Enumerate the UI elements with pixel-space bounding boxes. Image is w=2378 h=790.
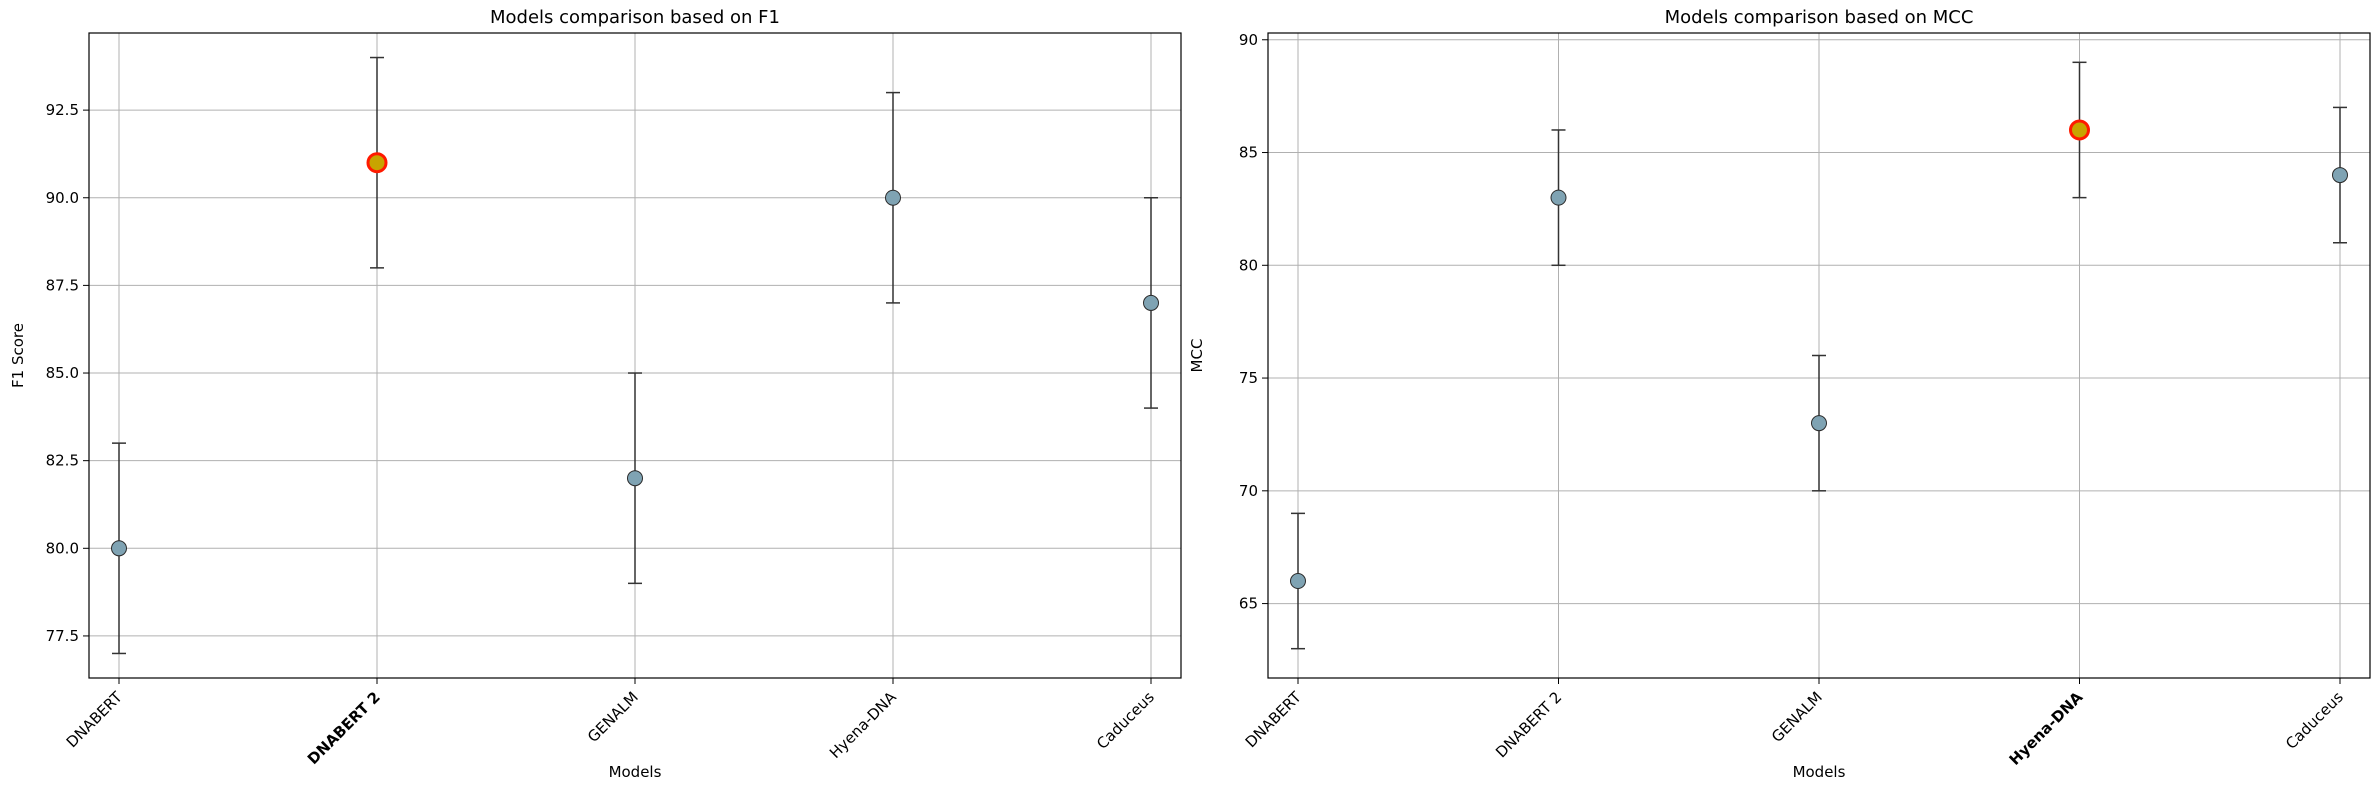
chart-title: Models comparison based on F1	[490, 7, 780, 28]
x-axis-label: Models	[609, 763, 662, 781]
y-axis-label: MCC	[1188, 339, 1206, 373]
data-point	[627, 470, 643, 487]
y-tick-label: 77.5	[46, 627, 79, 645]
y-tick-label: 70	[1239, 482, 1258, 500]
y-tick-label: 92.5	[46, 101, 79, 119]
y-tick-label: 65	[1239, 595, 1258, 613]
data-point-highlight	[366, 152, 388, 174]
y-tick-label: 85.0	[46, 364, 79, 382]
y-tick-label: 80	[1239, 256, 1258, 274]
data-point	[1550, 189, 1567, 206]
y-tick-label: 75	[1239, 369, 1258, 387]
y-tick-label: 85	[1239, 144, 1258, 162]
data-point	[2332, 167, 2348, 184]
data-point	[1143, 294, 1159, 311]
data-point	[885, 189, 901, 206]
x-axis-label: Models	[1793, 763, 1846, 781]
axes-frame	[1267, 32, 2371, 679]
data-point	[1290, 573, 1306, 590]
chart-title: Models comparison based on MCC	[1665, 7, 1974, 28]
y-tick-label: 80.0	[46, 539, 79, 557]
y-tick-label: 90	[1239, 31, 1258, 49]
data-point-highlight	[2069, 119, 2090, 141]
data-point	[1811, 415, 1827, 432]
y-tick-label: 90.0	[46, 189, 79, 207]
y-tick-label: 87.5	[46, 276, 79, 294]
data-point	[111, 540, 127, 557]
y-axis-label: F1 Score	[9, 323, 27, 388]
axes-frame	[88, 32, 1182, 679]
y-tick-label: 82.5	[46, 452, 79, 470]
